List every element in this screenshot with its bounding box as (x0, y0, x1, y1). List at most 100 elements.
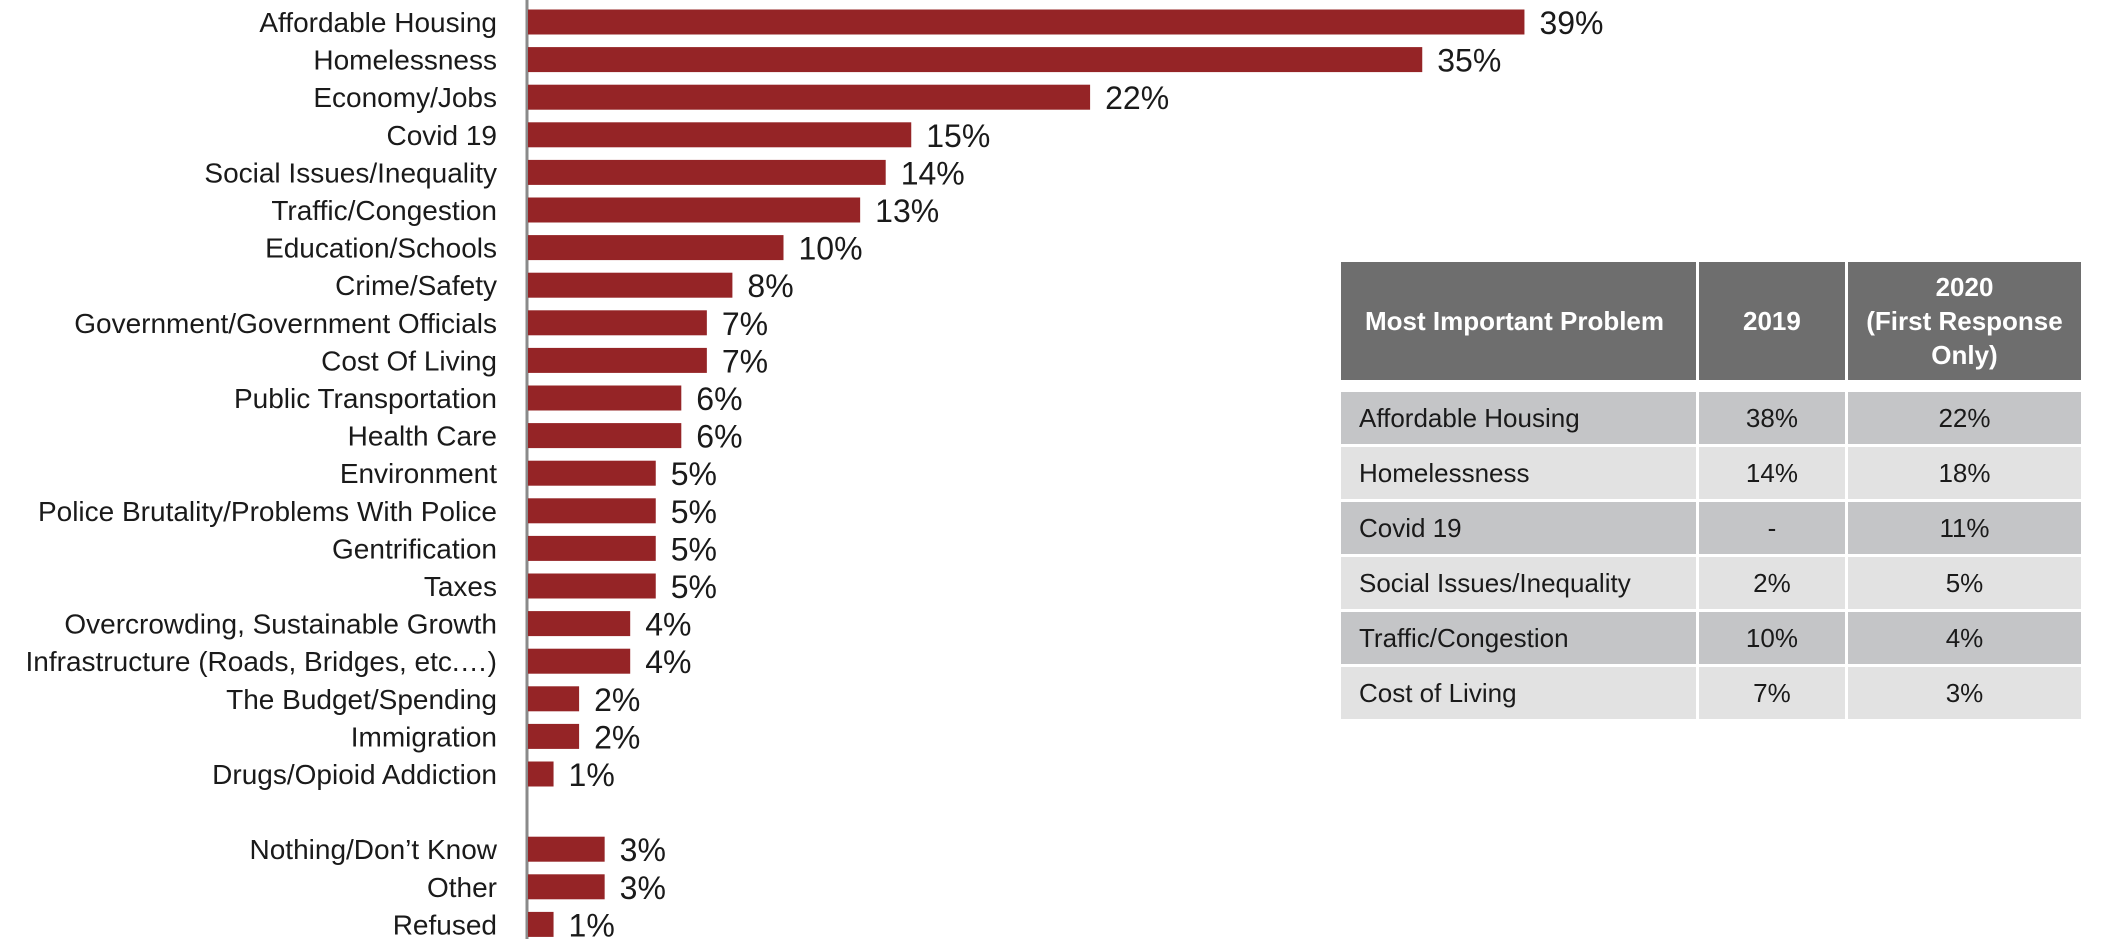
category-label-infrastructure-roads-bridges-etc: Infrastructure (Roads, Bridges, etc.…) (25, 646, 497, 677)
header-problem: Most Important Problem (1341, 262, 1699, 392)
category-label-affordable-housing: Affordable Housing (259, 7, 497, 38)
category-label-cost-of-living: Cost Of Living (321, 345, 497, 376)
bar-homelessness (528, 47, 1423, 73)
table-row: Social Issues/Inequality 2% 5% (1341, 557, 2081, 612)
bar-covid-19 (528, 122, 912, 148)
cell-problem: Cost of Living (1341, 667, 1699, 722)
value-label-infrastructure-roads-bridges-etc: 4% (645, 644, 691, 680)
bar-health-care (528, 423, 682, 449)
bar-social-issues-inequality (528, 159, 886, 185)
bar-economy-jobs (528, 84, 1091, 110)
value-label-crime-safety: 8% (747, 268, 793, 304)
category-label-taxes: Taxes (424, 571, 497, 602)
cell-problem: Affordable Housing (1341, 392, 1699, 447)
cell-2019: 10% (1698, 612, 1848, 667)
header-2019: 2019 (1698, 262, 1848, 392)
value-label-homelessness: 35% (1437, 43, 1501, 79)
bar-refused (528, 911, 554, 937)
category-label-economy-jobs: Economy/Jobs (313, 82, 497, 113)
header-2020-line2: (First Response Only) (1866, 306, 2063, 370)
category-label-health-care: Health Care (348, 421, 497, 452)
bar-cost-of-living (528, 347, 707, 373)
value-label-environment: 5% (671, 456, 717, 492)
category-label-education-schools: Education/Schools (265, 233, 497, 264)
bar-crime-safety (528, 272, 733, 298)
cell-2020: 5% (1847, 557, 2081, 612)
category-label-homelessness: Homelessness (313, 45, 497, 76)
category-label-the-budget-spending: The Budget/Spending (226, 684, 497, 715)
cell-problem: Covid 19 (1341, 502, 1699, 557)
bar-gentrification (528, 535, 656, 561)
bar-nothing-don-t-know (528, 836, 605, 862)
category-label-other: Other (427, 872, 497, 903)
category-label-traffic-congestion: Traffic/Congestion (271, 195, 497, 226)
cell-2019: 38% (1698, 392, 1848, 447)
cell-2020: 18% (1847, 447, 2081, 502)
bar-police-brutality-problems-with-police (528, 498, 656, 524)
category-label-refused: Refused (393, 909, 497, 939)
table-row: Covid 19 - 11% (1341, 502, 2081, 557)
bar-other (528, 874, 605, 900)
bar-traffic-congestion (528, 197, 861, 223)
bar-public-transportation (528, 385, 682, 411)
value-label-refused: 1% (569, 907, 615, 939)
summary-table: Most Important Problem 2019 2020 (First … (1341, 262, 2081, 722)
value-label-overcrowding-sustainable-growth: 4% (645, 607, 691, 643)
category-label-social-issues-inequality: Social Issues/Inequality (204, 157, 497, 188)
value-label-economy-jobs: 22% (1105, 80, 1169, 116)
category-label-nothing-don-t-know: Nothing/Don’t Know (250, 834, 498, 865)
table-header-row: Most Important Problem 2019 2020 (First … (1341, 262, 2081, 392)
category-label-police-brutality-problems-with-police: Police Brutality/Problems With Police (38, 496, 497, 527)
category-label-public-transportation: Public Transportation (234, 383, 497, 414)
bar-drugs-opioid-addiction (528, 761, 554, 787)
value-label-drugs-opioid-addiction: 1% (569, 757, 615, 793)
bar-immigration (528, 723, 580, 749)
value-label-gentrification: 5% (671, 531, 717, 567)
table-row: Homelessness 14% 18% (1341, 447, 2081, 502)
category-label-immigration: Immigration (351, 721, 497, 752)
value-label-covid-19: 15% (926, 118, 990, 154)
bar-education-schools (528, 235, 784, 261)
cell-2020: 11% (1847, 502, 2081, 557)
header-2020: 2020 (First Response Only) (1847, 262, 2081, 392)
value-label-social-issues-inequality: 14% (901, 155, 965, 191)
table-row: Cost of Living 7% 3% (1341, 667, 2081, 722)
value-label-taxes: 5% (671, 569, 717, 605)
category-label-covid-19: Covid 19 (386, 120, 497, 151)
category-label-drugs-opioid-addiction: Drugs/Opioid Addiction (212, 759, 497, 790)
bar-infrastructure-roads-bridges-etc (528, 648, 631, 674)
bar-environment (528, 460, 656, 486)
cell-2019: 14% (1698, 447, 1848, 502)
value-label-police-brutality-problems-with-police: 5% (671, 494, 717, 530)
bar-affordable-housing (528, 9, 1525, 35)
bar-overcrowding-sustainable-growth (528, 611, 631, 637)
category-label-environment: Environment (340, 458, 497, 489)
category-label-overcrowding-sustainable-growth: Overcrowding, Sustainable Growth (64, 609, 497, 640)
cell-2020: 3% (1847, 667, 2081, 722)
category-label-crime-safety: Crime/Safety (335, 270, 497, 301)
table-row: Traffic/Congestion 10% 4% (1341, 612, 2081, 667)
bar-the-budget-spending (528, 686, 580, 712)
cell-2020: 4% (1847, 612, 2081, 667)
header-2020-line1: 2020 (1935, 272, 1994, 302)
category-label-gentrification: Gentrification (332, 533, 497, 564)
value-label-affordable-housing: 39% (1539, 5, 1603, 41)
cell-2019: - (1698, 502, 1848, 557)
bar-government-government-officials (528, 310, 707, 336)
value-label-nothing-don-t-know: 3% (620, 832, 666, 868)
cell-2019: 7% (1698, 667, 1848, 722)
cell-problem: Homelessness (1341, 447, 1699, 502)
cell-problem: Social Issues/Inequality (1341, 557, 1699, 612)
value-label-traffic-congestion: 13% (875, 193, 939, 229)
value-label-health-care: 6% (696, 419, 742, 455)
value-label-immigration: 2% (594, 719, 640, 755)
value-label-other: 3% (620, 870, 666, 906)
table-row: Affordable Housing 38% 22% (1341, 392, 2081, 447)
value-label-cost-of-living: 7% (722, 343, 768, 379)
bar-taxes (528, 573, 656, 599)
value-label-education-schools: 10% (799, 231, 863, 267)
cell-2019: 2% (1698, 557, 1848, 612)
value-label-government-government-officials: 7% (722, 306, 768, 342)
cell-2020: 22% (1847, 392, 2081, 447)
